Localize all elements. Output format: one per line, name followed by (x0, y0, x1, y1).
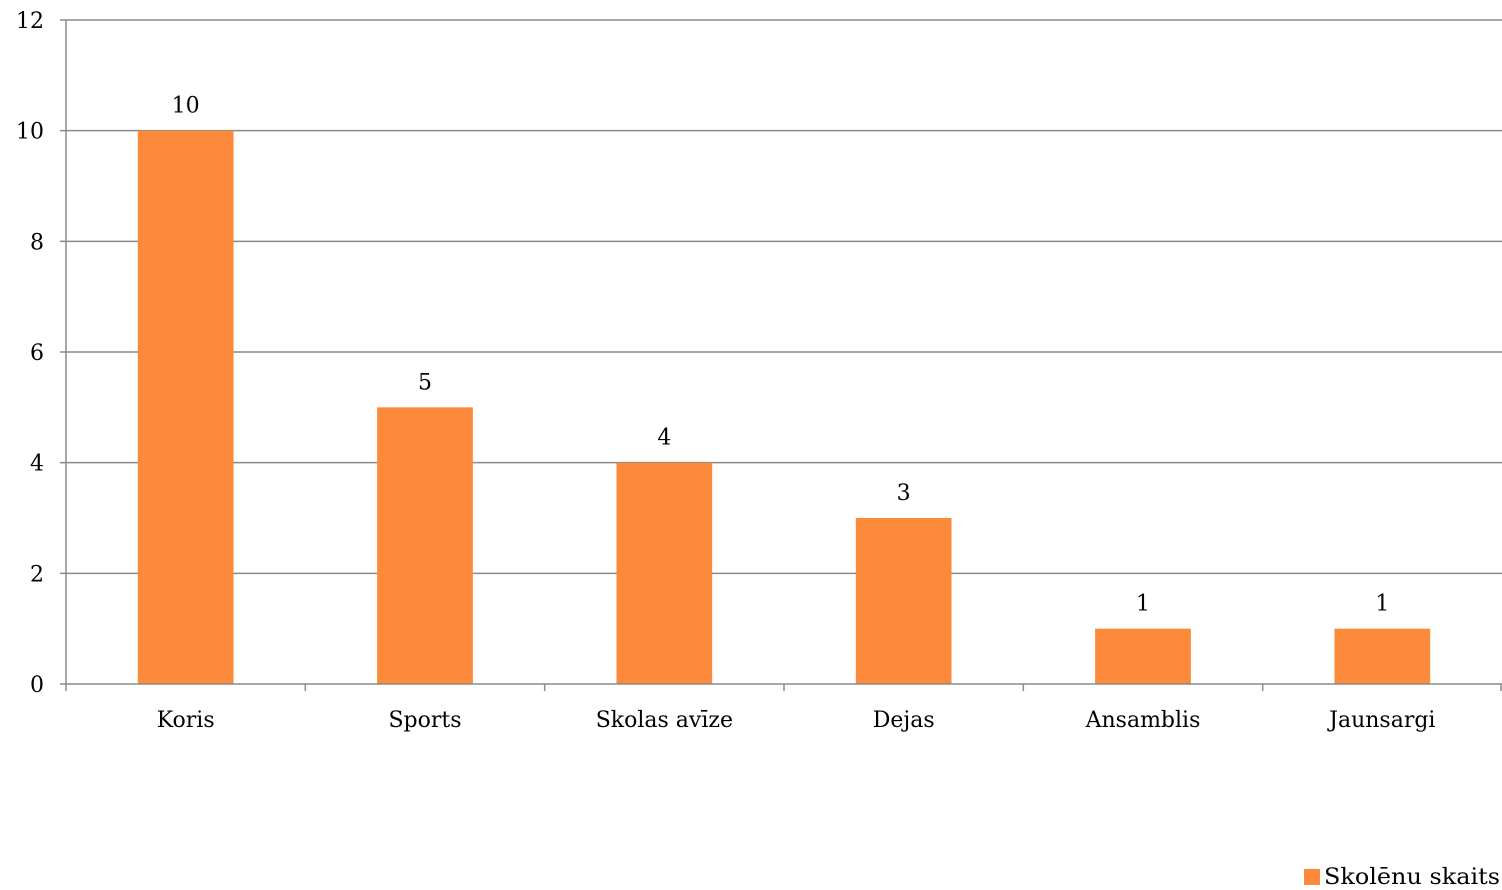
y-tick-labels: 0 2 4 6 8 10 12 (16, 9, 44, 698)
x-category-label: Skolas avīze (596, 708, 733, 733)
x-category-label: Ansamblis (1085, 708, 1201, 733)
bar (1334, 628, 1431, 684)
y-tick-label: 10 (16, 120, 44, 145)
data-label: 3 (897, 481, 911, 506)
data-label: 1 (1136, 592, 1150, 617)
y-tick-label: 12 (16, 9, 44, 34)
bar (137, 130, 234, 684)
legend: Skolēnu skaits (1304, 865, 1500, 890)
data-labels: 10 5 4 3 1 1 (172, 94, 1390, 617)
bar (855, 518, 952, 684)
data-label: 1 (1375, 592, 1389, 617)
bar (377, 407, 473, 684)
y-tick-label: 6 (30, 341, 44, 366)
axes (60, 19, 1502, 691)
y-tick-label: 4 (30, 452, 44, 477)
x-category-label: Dejas (873, 708, 935, 733)
bar (616, 462, 713, 684)
data-label: 5 (418, 370, 432, 395)
y-tick-label: 0 (30, 673, 44, 698)
data-label: 10 (172, 94, 200, 119)
gridlines (66, 19, 1502, 575)
y-tick-label: 2 (30, 562, 44, 587)
y-tick-label: 8 (30, 230, 44, 255)
x-category-label: Jaunsargi (1327, 708, 1435, 733)
bar (1095, 628, 1191, 684)
legend-label: Skolēnu skaits (1324, 865, 1500, 890)
x-category-labels: Koris Sports Skolas avīze Dejas Ansamblis Jau… (157, 708, 1436, 733)
legend-swatch (1304, 869, 1320, 885)
x-category-label: Koris (157, 708, 215, 733)
x-category-label: Sports (388, 708, 461, 733)
data-label: 4 (657, 426, 671, 451)
bars (137, 130, 1431, 684)
